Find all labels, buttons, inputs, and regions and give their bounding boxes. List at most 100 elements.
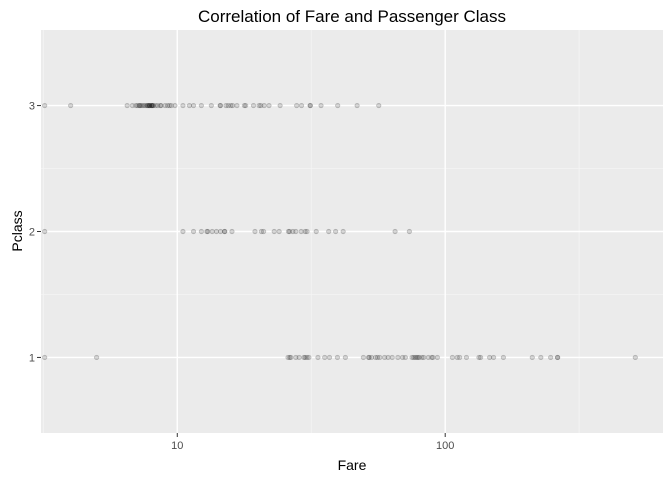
data-point — [186, 102, 193, 109]
data-point — [271, 228, 277, 235]
data-point — [287, 354, 293, 361]
data-point — [190, 228, 197, 235]
data-point — [285, 354, 291, 361]
data-point — [258, 228, 264, 235]
data-point — [298, 228, 304, 235]
data-point — [180, 102, 186, 109]
data-point — [198, 228, 204, 235]
data-point — [478, 354, 484, 361]
data-point — [490, 354, 497, 361]
y-axis-title: Pclass — [9, 210, 25, 251]
data-point — [229, 228, 235, 235]
data-point — [340, 228, 346, 235]
y-axis-ticks: 1 2 3 — [29, 101, 41, 364]
data-point — [133, 102, 139, 109]
data-point — [222, 228, 228, 235]
x-tick-label: 10 — [171, 440, 183, 452]
y-tick-label: 2 — [29, 227, 35, 239]
data-point — [449, 354, 456, 361]
data-point — [554, 354, 561, 361]
data-point — [250, 102, 257, 109]
data-point — [190, 102, 197, 109]
data-point — [381, 354, 388, 361]
data-point — [180, 228, 186, 235]
data-point — [166, 102, 173, 109]
data-point — [147, 102, 153, 109]
data-point — [168, 102, 174, 109]
data-point — [153, 102, 159, 109]
data-point — [429, 354, 435, 361]
data-point — [395, 354, 401, 361]
data-point — [385, 354, 391, 361]
data-point — [307, 102, 313, 109]
data-point — [298, 102, 305, 109]
data-point — [150, 102, 157, 109]
data-point — [149, 102, 155, 109]
data-point — [302, 354, 308, 361]
data-point — [139, 102, 145, 109]
data-point — [146, 102, 152, 109]
data-point — [68, 102, 74, 109]
data-point — [414, 354, 420, 361]
data-point — [124, 102, 130, 109]
data-point — [366, 354, 372, 361]
data-point — [368, 354, 375, 361]
data-point — [293, 354, 299, 361]
data-point — [158, 102, 164, 109]
grid-major — [41, 30, 663, 433]
data-point — [392, 228, 398, 235]
data-point — [230, 102, 236, 109]
data-point — [172, 102, 178, 109]
data-point — [261, 102, 267, 109]
data-point — [42, 102, 48, 109]
data-point — [129, 102, 135, 109]
data-point — [322, 354, 328, 361]
data-point — [145, 102, 151, 109]
data-points — [42, 102, 638, 361]
data-point — [147, 102, 153, 109]
data-point — [234, 102, 240, 109]
data-point — [304, 354, 310, 361]
data-point — [389, 354, 395, 361]
y-tick-label: 3 — [29, 101, 35, 113]
data-point — [434, 354, 440, 361]
data-point — [225, 102, 231, 109]
data-point — [326, 354, 333, 361]
data-point — [360, 354, 366, 361]
data-point — [150, 102, 156, 109]
data-point — [416, 354, 422, 361]
data-point — [276, 228, 282, 235]
data-point — [145, 102, 151, 109]
data-point — [476, 354, 482, 361]
data-point — [326, 228, 332, 235]
data-point — [318, 102, 324, 109]
data-point — [419, 354, 425, 361]
data-point — [258, 102, 264, 109]
data-point — [454, 354, 460, 361]
data-point — [302, 228, 308, 235]
x-axis-ticks: 10 100 — [171, 433, 454, 452]
data-point — [256, 102, 262, 109]
data-point — [141, 102, 147, 109]
data-point — [457, 354, 463, 361]
data-point — [399, 354, 406, 361]
data-point — [136, 102, 142, 109]
data-point — [285, 228, 292, 235]
data-point — [134, 102, 141, 109]
data-point — [411, 354, 417, 361]
data-point — [266, 102, 272, 109]
data-point — [148, 102, 154, 109]
data-point — [412, 354, 418, 361]
data-point — [402, 354, 408, 361]
data-point — [42, 354, 48, 361]
data-point — [315, 354, 321, 361]
data-point — [555, 354, 561, 361]
data-point — [228, 102, 234, 109]
data-point — [296, 354, 302, 361]
data-point — [243, 102, 249, 109]
data-point — [333, 228, 339, 235]
data-point — [376, 102, 382, 109]
data-point — [293, 228, 299, 235]
data-point — [334, 354, 341, 361]
data-point — [288, 354, 294, 361]
